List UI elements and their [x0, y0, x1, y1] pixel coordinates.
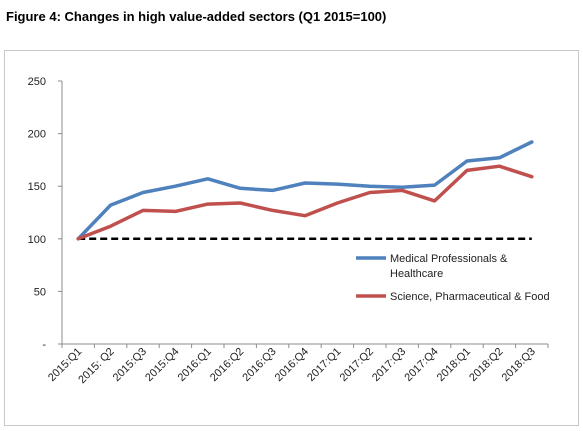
x-tick-label: 2018:Q3	[500, 346, 538, 384]
series-line	[76, 140, 534, 241]
legend-label: Healthcare	[390, 268, 443, 280]
y-tick-label: 200	[28, 129, 46, 141]
legend-label: Medical Professionals &	[390, 253, 508, 265]
y-tick-label: 100	[28, 234, 46, 246]
y-tick-labels: - 50 100 150 200 250	[28, 76, 47, 351]
chart-axes	[58, 80, 549, 348]
x-tick-label: 2016:Q2	[208, 346, 246, 384]
x-tick-label: 2017:Q3	[370, 346, 408, 384]
series-lines	[76, 140, 534, 241]
y-tick-label: 150	[28, 181, 46, 193]
legend-label: Science, Pharmaceutical & Food	[390, 291, 550, 303]
x-tick-label: 2018:Q2	[467, 346, 505, 384]
x-tick-label: 2018:Q1	[435, 346, 473, 384]
figure-title: Figure 4: Changes in high value-added se…	[6, 9, 387, 24]
y-tick-label: 250	[28, 76, 46, 88]
x-tick-label: 2017:Q2	[338, 346, 376, 384]
y-tick-label: 50	[34, 286, 46, 298]
legend: Medical Professionals & Healthcare Science…	[356, 253, 550, 303]
x-tick-label: 2015: Q2	[76, 346, 116, 386]
x-tick-label: 2015:Q4	[143, 346, 181, 384]
x-tick-label: 2017:Q4	[402, 346, 440, 384]
x-tick-label: 2017:Q1	[305, 346, 343, 384]
series-line	[76, 164, 534, 241]
x-tick-label: 2016:Q3	[240, 346, 278, 384]
y-tick-label: -	[42, 339, 46, 351]
x-tick-label: 2016:Q1	[176, 346, 214, 384]
x-tick-label: 2016:Q4	[273, 346, 311, 384]
x-tick-label: 2015:Q3	[111, 346, 149, 384]
